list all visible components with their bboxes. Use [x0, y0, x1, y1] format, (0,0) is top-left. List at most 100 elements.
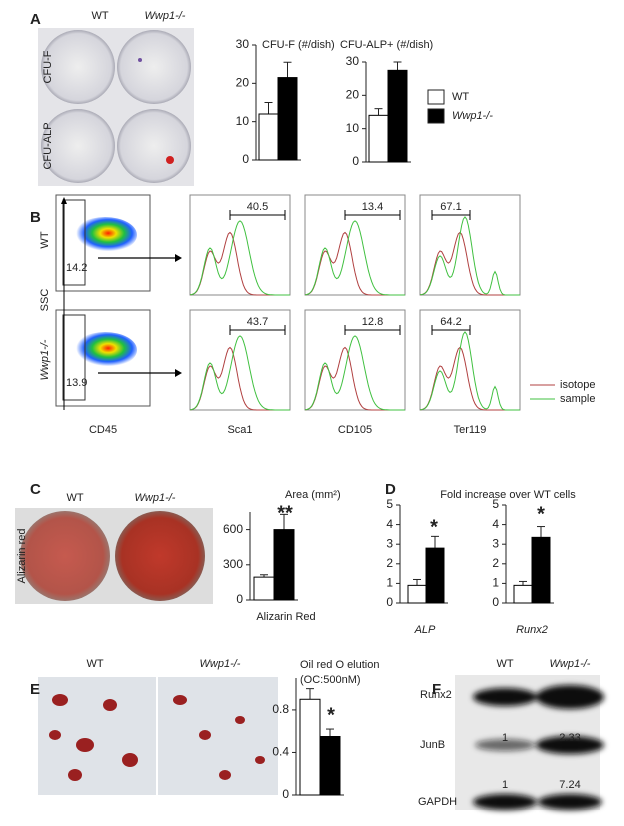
axis-label: CD45: [89, 424, 117, 436]
stained-cells: [49, 694, 265, 781]
y-tick-label: 0.8: [272, 702, 289, 716]
bar: [253, 576, 275, 601]
genotype-label: Wwp1-/-: [200, 658, 241, 670]
y-tick-label: 2: [492, 556, 499, 570]
panel-letter: E: [30, 681, 40, 698]
flow-panels: [55, 194, 521, 411]
gate-value: 67.1: [440, 201, 461, 213]
y-tick-label: 5: [386, 497, 393, 511]
dish: [117, 30, 191, 104]
panel-letter: F: [432, 681, 441, 698]
dish: [41, 109, 115, 183]
colony: [138, 58, 142, 62]
y-tick-label: 0: [492, 595, 499, 609]
genotype-label: WT: [91, 10, 108, 22]
dot-cloud: [73, 332, 137, 368]
legend-label: sample: [560, 393, 595, 405]
bar: [407, 584, 427, 604]
panel-letter: D: [385, 481, 396, 498]
histogram-frame: [304, 194, 406, 296]
row-label: CFU-F: [42, 50, 54, 83]
histogram-frame: [304, 309, 406, 411]
sample-curve: [304, 220, 405, 296]
gate-bracket: [229, 325, 286, 335]
gate-value: 13.4: [362, 201, 383, 213]
legend-label: Wwp1-/-: [452, 110, 493, 122]
band-ratio: 1: [502, 779, 508, 791]
x-axis-label: ALP: [414, 624, 436, 636]
bar: [387, 69, 408, 163]
gate-bracket: [431, 210, 471, 220]
colony: [166, 156, 174, 164]
y-tick-label: 30: [236, 37, 250, 51]
sample-curve: [189, 335, 290, 411]
sample-curve: [419, 216, 520, 296]
y-tick-label: 0: [242, 152, 249, 166]
axis-label: SSC: [39, 289, 51, 312]
band-ratio: 7.24: [559, 779, 580, 791]
bar: [368, 114, 389, 163]
gate-bracket: [229, 210, 286, 220]
genotype-label: WT: [496, 658, 513, 670]
bar: [277, 77, 298, 161]
chart-title: Area (mm²): [285, 489, 341, 501]
y-tick-label: 0.4: [272, 745, 289, 759]
gate-bracket: [344, 210, 401, 220]
y-tick-label: 300: [223, 557, 243, 571]
y-tick-label: 1: [386, 576, 393, 590]
gate-value: 12.8: [362, 316, 383, 328]
row-label: Wwp1-/-: [39, 339, 51, 380]
histogram-frame: [189, 309, 291, 411]
bar: [258, 113, 279, 161]
gate-bracket: [344, 325, 401, 335]
legend-label: WT: [452, 91, 469, 103]
y-tick-label: 3: [492, 536, 499, 550]
y-tick-label: 10: [346, 121, 360, 135]
gate-value: 40.5: [247, 201, 268, 213]
bar: [531, 536, 551, 604]
axis-label: CD105: [338, 424, 372, 436]
histogram-frame: [189, 194, 291, 296]
bar: [513, 584, 533, 604]
y-tick-label: 2: [386, 556, 393, 570]
x-axis-label: Runx2: [516, 624, 548, 636]
gate-value: 13.9: [66, 377, 87, 389]
y-tick-label: 4: [492, 517, 499, 531]
gate-value: 43.7: [247, 316, 268, 328]
arrow-head: [61, 197, 67, 204]
gate-bracket: [431, 325, 471, 335]
row-label: Runx2: [420, 689, 452, 701]
significance: *: [327, 704, 335, 726]
chart-title: CFU-F (#/dish): [262, 39, 335, 51]
y-tick-label: 5: [492, 497, 499, 511]
y-tick-label: 0: [282, 787, 289, 801]
row-label: WT: [39, 231, 51, 248]
y-tick-label: 4: [386, 517, 393, 531]
gate: [62, 314, 86, 401]
legend-swatch: [427, 108, 445, 124]
gate: [62, 199, 86, 286]
x-axis-label: Alizarin Red: [256, 611, 315, 623]
genotype-label: Wwp1-/-: [145, 10, 186, 22]
legend-swatch: [427, 89, 445, 105]
axis-label: Sca1: [227, 424, 252, 436]
bar: [319, 736, 341, 796]
dish: [41, 30, 115, 104]
genotype-label: Wwp1-/-: [135, 492, 176, 504]
chart-subtitle: (OC:500nM): [300, 674, 361, 686]
gate-value: 64.2: [440, 316, 461, 328]
band-ratio: 1: [502, 732, 508, 744]
significance: **: [277, 502, 293, 524]
significance: *: [430, 516, 438, 538]
bar: [273, 529, 295, 601]
y-tick-label: 0: [352, 154, 359, 168]
sample-curve: [419, 331, 520, 411]
row-label: CFU-ALP: [42, 122, 54, 169]
y-tick-label: 30: [346, 54, 360, 68]
genotype-label: WT: [86, 658, 103, 670]
arrow-head: [175, 254, 182, 262]
y-tick-label: 3: [386, 536, 393, 550]
y-tick-label: 20: [236, 76, 250, 90]
panel-letter: A: [30, 11, 41, 28]
